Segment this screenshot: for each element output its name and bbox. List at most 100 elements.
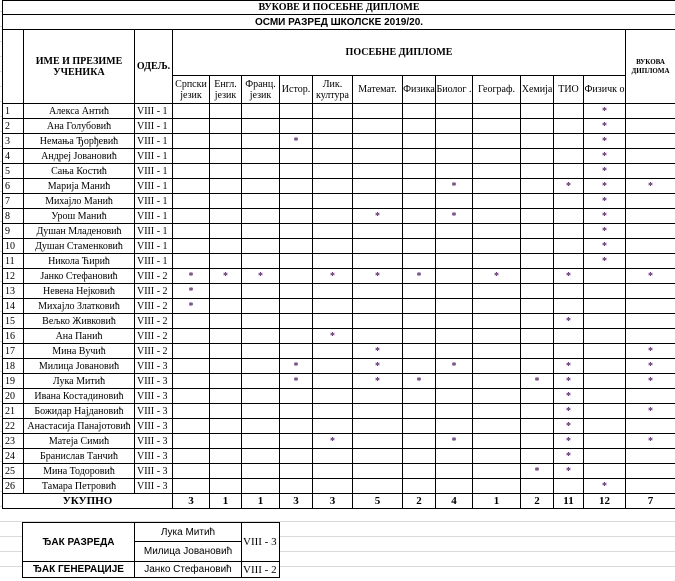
diploma-mark <box>553 148 584 164</box>
diploma-mark: * <box>553 358 584 374</box>
diploma-mark <box>472 403 521 419</box>
student-name: Невена Нејковић <box>23 283 135 299</box>
table-row: 24 Бранислав Танчић VIII - 3 * <box>2 448 675 464</box>
table-row: 10 Душан Стаменковић VIII - 1 * <box>2 238 675 254</box>
diploma-mark <box>352 238 403 254</box>
diploma-mark: * <box>279 358 313 374</box>
diploma-mark <box>520 223 554 239</box>
row-number: 18 <box>2 358 24 374</box>
total-value: 5 <box>352 493 403 509</box>
diploma-mark <box>520 103 554 119</box>
diploma-mark <box>172 253 210 269</box>
diploma-mark <box>279 103 313 119</box>
diploma-mark <box>312 373 353 389</box>
student-name: Михајло Златковић <box>23 298 135 314</box>
table-row: 4 Андреј Јовановић VIII - 1 * <box>2 148 675 164</box>
student-name: Сања Костић <box>23 163 135 179</box>
diploma-mark <box>172 193 210 209</box>
diploma-mark <box>472 103 521 119</box>
table-row: 2 Ана Голубовић VIII - 1 * <box>2 118 675 134</box>
student-name: Душан Младеновић <box>23 223 135 239</box>
total-value: 4 <box>435 493 473 509</box>
diploma-mark <box>553 163 584 179</box>
row-number: 1 <box>2 103 24 119</box>
diploma-mark <box>209 253 242 269</box>
student-class: VIII - 1 <box>134 238 173 254</box>
diploma-mark <box>402 148 436 164</box>
diploma-mark <box>279 253 313 269</box>
best-of-generation-student: Јанко Стефановић <box>134 561 242 578</box>
student-class: VIII - 1 <box>134 133 173 149</box>
diploma-mark <box>312 448 353 464</box>
diploma-mark <box>279 238 313 254</box>
diploma-mark: * <box>583 148 626 164</box>
student-class: VIII - 3 <box>134 388 173 404</box>
table-row: 9 Душан Младеновић VIII - 1 * <box>2 223 675 239</box>
diploma-mark <box>241 118 280 134</box>
diploma-mark <box>241 298 280 314</box>
table-row: 17 Мина Вучић VIII - 2 * * <box>2 343 675 359</box>
diploma-mark: * <box>402 268 436 284</box>
diploma-mark: * <box>583 133 626 149</box>
student-name: Мина Тодоровић <box>23 463 135 479</box>
diploma-mark <box>209 133 242 149</box>
diploma-mark <box>172 133 210 149</box>
diploma-mark <box>172 358 210 374</box>
student-class: VIII - 3 <box>134 418 173 434</box>
diploma-mark <box>241 238 280 254</box>
best-of-class-student: Милица Јовановић <box>134 541 242 562</box>
subject-header: Енгл. језик <box>209 75 242 104</box>
vukova-mark <box>624 283 675 299</box>
diploma-mark <box>209 283 242 299</box>
subject-header: Физика <box>402 75 436 104</box>
table-row: 12 Јанко Стефановић VIII - 2 * * * * * * * * * <box>2 268 675 284</box>
diploma-mark <box>312 343 353 359</box>
subject-header: Лик. култура <box>312 75 353 104</box>
vukova-mark <box>624 478 675 494</box>
diploma-mark <box>209 178 242 194</box>
diploma-mark <box>435 448 473 464</box>
row-number: 20 <box>2 388 24 404</box>
diploma-mark <box>435 328 473 344</box>
subject-header: Истор. <box>279 75 313 104</box>
diploma-mark <box>435 403 473 419</box>
subject-header: Српски језик <box>172 75 210 104</box>
student-class: VIII - 3 <box>134 433 173 449</box>
diploma-mark <box>279 403 313 419</box>
student-class: VIII - 2 <box>134 328 173 344</box>
diploma-mark <box>435 343 473 359</box>
table-row: 20 Ивана Костадиновић VIII - 3 * <box>2 388 675 404</box>
subject-header: Биолог . <box>435 75 473 104</box>
diploma-mark <box>553 478 584 494</box>
diploma-mark <box>553 283 584 299</box>
diploma-mark <box>172 208 210 224</box>
diploma-mark <box>279 313 313 329</box>
student-name: Андреј Јовановић <box>23 148 135 164</box>
diploma-mark <box>402 103 436 119</box>
diploma-mark <box>279 418 313 434</box>
subject-header: Физичк о <box>583 75 626 104</box>
table-row: 13 Невена Нејковић VIII - 2 * <box>2 283 675 299</box>
student-name: Ана Голубовић <box>23 118 135 134</box>
diploma-mark: * <box>583 103 626 119</box>
diploma-mark <box>312 358 353 374</box>
page-title: ВУКОВЕ И ПОСЕБНЕ ДИПЛОМЕ <box>1 0 675 15</box>
diploma-mark <box>241 133 280 149</box>
diploma-mark <box>352 103 403 119</box>
subject-header: Математ. <box>352 75 403 104</box>
diploma-mark <box>402 388 436 404</box>
student-name: Бранислав Танчић <box>23 448 135 464</box>
diploma-mark <box>352 253 403 269</box>
student-name: Мина Вучић <box>23 343 135 359</box>
diploma-mark <box>279 478 313 494</box>
row-number: 17 <box>2 343 24 359</box>
vukova-mark <box>624 328 675 344</box>
diploma-mark <box>553 208 584 224</box>
table-row: 26 Тамара Петровић VIII - 3 * <box>2 478 675 494</box>
diploma-mark <box>520 298 554 314</box>
diploma-mark <box>312 178 353 194</box>
diploma-mark <box>172 448 210 464</box>
diploma-mark <box>209 448 242 464</box>
diploma-mark <box>352 328 403 344</box>
diploma-mark <box>241 163 280 179</box>
